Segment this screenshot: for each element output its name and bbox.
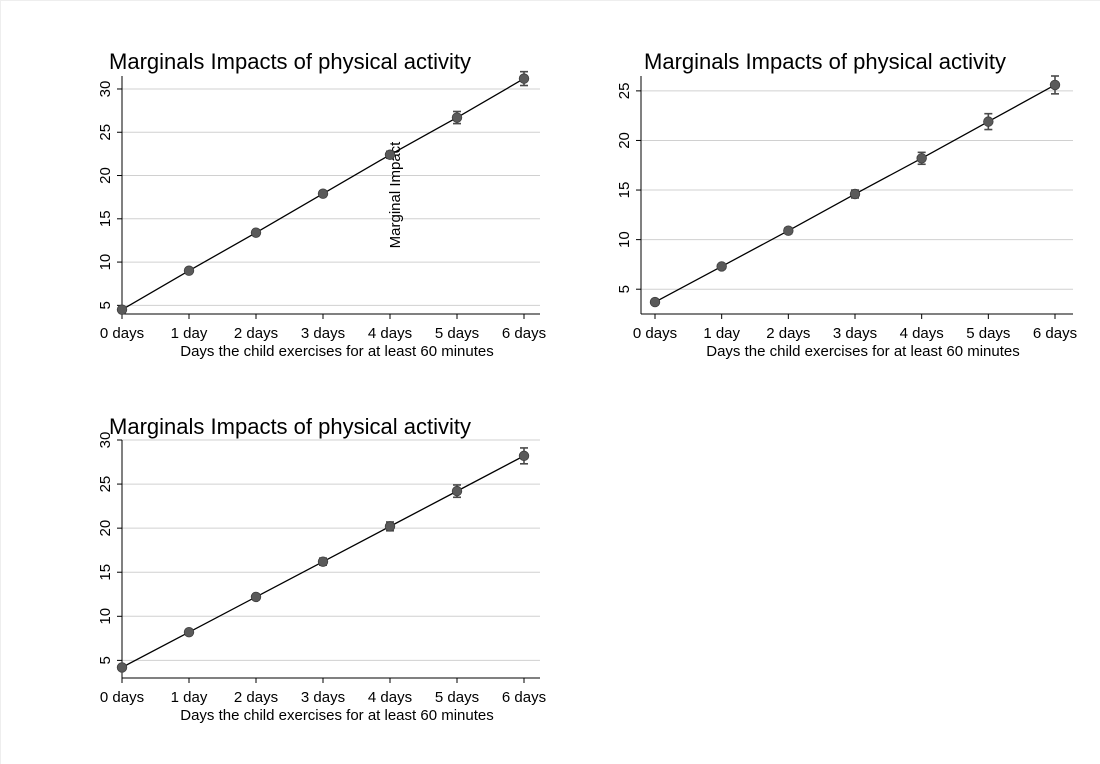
x-axis-label: Days the child exercises for at least 60…	[180, 343, 493, 360]
x-tick-label: 3 days	[301, 325, 345, 342]
data-point	[384, 521, 396, 532]
data-point	[451, 112, 463, 123]
x-tick-label: 0 days	[100, 325, 144, 342]
y-tick-label: 5	[616, 285, 633, 293]
y-tick-label: 10	[616, 231, 633, 248]
y-tick-label: 5	[97, 301, 114, 309]
x-tick-label: 3 days	[833, 325, 877, 342]
y-tick-label: 25	[97, 124, 114, 141]
data-point	[916, 153, 927, 164]
y-tick-label: 15	[97, 210, 114, 227]
chart-title: Marginals Impacts of physical activity	[109, 49, 471, 74]
data-point	[116, 304, 128, 315]
data-point	[250, 227, 262, 238]
data-point	[183, 265, 195, 276]
x-axis-label: Days the child exercises for at least 60…	[706, 343, 1019, 360]
data-point	[783, 225, 794, 236]
x-tick-label: 4 days	[900, 325, 944, 342]
y-tick-label: 30	[97, 432, 114, 449]
data-point	[116, 662, 128, 673]
data-point	[317, 556, 329, 567]
y-tick-label: 25	[97, 476, 114, 493]
data-point	[649, 296, 661, 308]
data-point	[518, 450, 530, 462]
x-tick-label: 1 day	[171, 689, 208, 706]
x-tick-label: 6 days	[1033, 325, 1077, 342]
x-tick-label: 5 days	[966, 325, 1010, 342]
frame-border-left	[0, 0, 1, 764]
x-tick-label: 1 day	[171, 325, 208, 342]
y-tick-label: 20	[97, 167, 114, 184]
y-tick-label: 5	[97, 656, 114, 664]
y-tick-label: 15	[616, 182, 633, 199]
chart-title: Marginals Impacts of physical activity	[644, 49, 1006, 74]
data-point	[384, 149, 396, 160]
x-tick-label: 6 days	[502, 325, 546, 342]
data-point	[317, 188, 329, 199]
y-tick-label: 20	[97, 520, 114, 537]
data-point	[1049, 79, 1061, 91]
x-tick-label: 4 days	[368, 325, 412, 342]
y-tick-label: 30	[97, 81, 114, 98]
x-tick-label: 0 days	[633, 325, 677, 342]
data-point	[451, 485, 463, 497]
chart-panel-1: Marginals Impacts of physical activity 5 1…	[97, 49, 546, 360]
x-tick-label: 5 days	[435, 689, 479, 706]
chart-title: Marginals Impacts of physical activity	[109, 414, 471, 439]
y-tick-label: 15	[97, 564, 114, 581]
data-point	[183, 626, 195, 638]
x-tick-label: 0 days	[100, 689, 144, 706]
data-point	[716, 261, 727, 272]
x-tick-label: 4 days	[368, 689, 412, 706]
x-tick-label: 1 day	[703, 325, 740, 342]
x-tick-label: 2 days	[234, 689, 278, 706]
x-axis-label: Days the child exercises for at least 60…	[180, 707, 493, 724]
y-tick-label: 10	[97, 254, 114, 271]
x-tick-label: 2 days	[234, 325, 278, 342]
y-axis-label: Marginal Impact	[387, 141, 404, 249]
data-point	[518, 73, 530, 84]
x-tick-label: 2 days	[766, 325, 810, 342]
x-tick-label: 3 days	[301, 689, 345, 706]
y-tick-label: 25	[616, 83, 633, 100]
x-tick-label: 5 days	[435, 325, 479, 342]
y-tick-label: 20	[616, 132, 633, 149]
y-tick-label: 10	[97, 608, 114, 625]
frame-border-top	[0, 0, 1100, 1]
x-tick-label: 6 days	[502, 689, 546, 706]
chart-panel-3: Marginals Impacts of physical activity 5 1…	[97, 414, 546, 724]
data-point	[983, 116, 994, 127]
chart-panel-2: Marginals Impacts of physical activity 5 1…	[616, 49, 1077, 360]
data-point	[849, 188, 861, 200]
data-point	[250, 591, 262, 603]
